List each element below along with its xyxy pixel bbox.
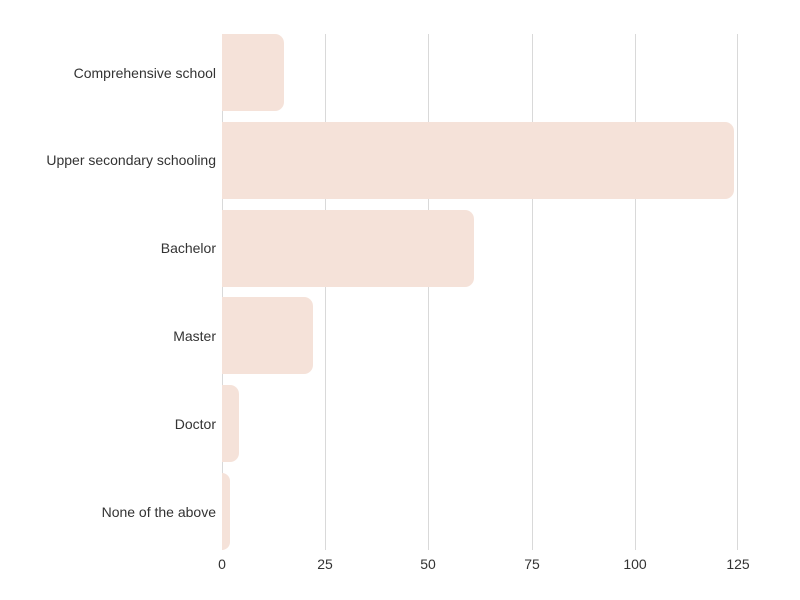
x-tick-label-75: 75 bbox=[524, 556, 540, 572]
x-tick-label-50: 50 bbox=[420, 556, 436, 572]
plot-area bbox=[222, 34, 738, 550]
gridline-125 bbox=[737, 34, 738, 550]
category-label-4: Doctor bbox=[174, 416, 216, 432]
bar-3 bbox=[222, 297, 313, 374]
bar-4 bbox=[222, 385, 239, 462]
x-tick-label-0: 0 bbox=[218, 556, 226, 572]
gridline-25 bbox=[325, 34, 326, 550]
x-tick-label-25: 25 bbox=[317, 556, 333, 572]
category-label-2: Bachelor bbox=[160, 240, 216, 256]
bar-5 bbox=[222, 473, 230, 550]
category-label-5: None of the above bbox=[101, 504, 216, 520]
x-tick-label-100: 100 bbox=[623, 556, 647, 572]
gridline-75 bbox=[532, 34, 533, 550]
bar-2 bbox=[222, 210, 474, 287]
bar-1 bbox=[222, 122, 734, 199]
category-label-1: Upper secondary schooling bbox=[46, 152, 216, 168]
category-label-0: Comprehensive school bbox=[73, 65, 216, 81]
gridline-50 bbox=[428, 34, 429, 550]
category-label-3: Master bbox=[173, 328, 216, 344]
bar-0 bbox=[222, 34, 284, 111]
gridline-0 bbox=[222, 34, 223, 550]
gridline-100 bbox=[635, 34, 636, 550]
x-tick-label-125: 125 bbox=[726, 556, 750, 572]
